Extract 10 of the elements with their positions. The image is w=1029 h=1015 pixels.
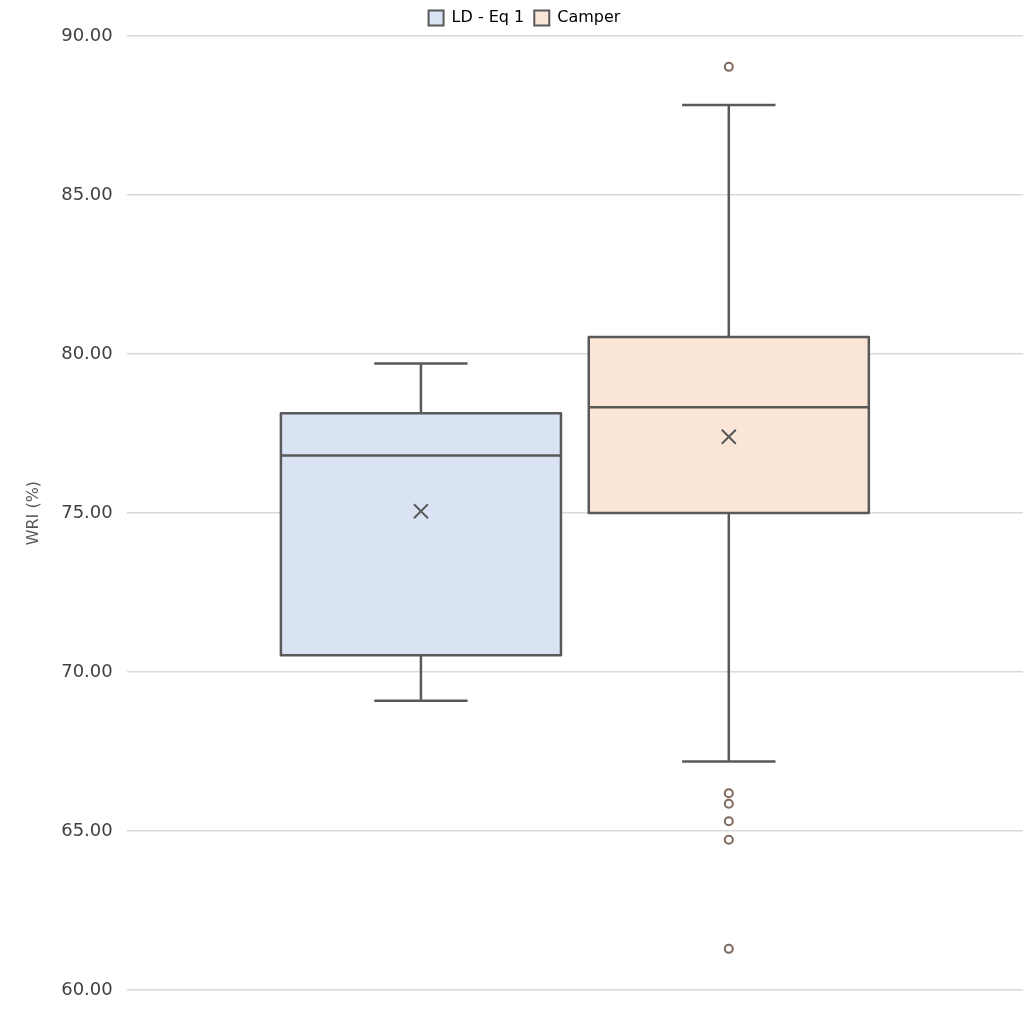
y-tick-label: 85.00	[61, 182, 113, 204]
legend-label: LD - Eq 1	[451, 7, 525, 27]
y-tick-label: 80.00	[61, 341, 113, 363]
legend-label: Camper	[557, 7, 621, 27]
y-tick-label: 60.00	[61, 977, 113, 999]
y-tick-label: 75.00	[61, 500, 113, 522]
y-tick-label: 65.00	[61, 818, 113, 840]
y-tick-label: 70.00	[61, 659, 113, 681]
y-axis-title: WRI (%)	[22, 480, 42, 546]
y-tick-label: 90.00	[61, 23, 113, 45]
